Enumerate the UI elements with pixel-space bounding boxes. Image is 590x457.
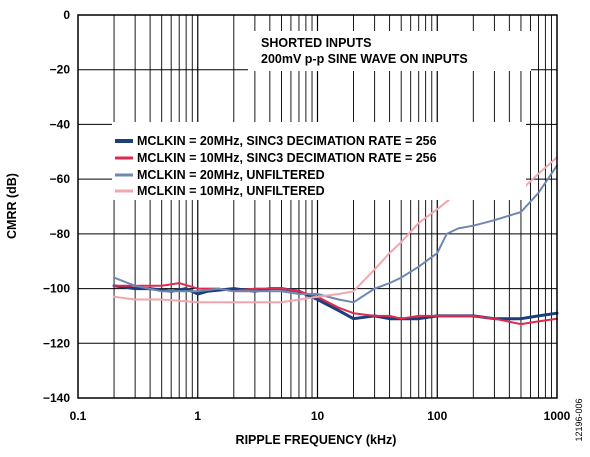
x-tick-label: 0.1 [70, 409, 87, 423]
legend-item-series-1: MCLKIN = 20MHz, SINC3 DECIMATION RATE = … [115, 134, 437, 148]
annotation-box: SHORTED INPUTS 200mV p-p SINE WAVE ON IN… [248, 31, 531, 71]
plot-frame [77, 14, 558, 399]
y-tick-label: −120 [43, 336, 70, 350]
plot-border [77, 14, 558, 399]
series-line-3 [113, 164, 558, 304]
annotation-line-1: SHORTED INPUTS [261, 36, 371, 50]
x-tick-label: 100 [427, 409, 447, 423]
y-tick-label: −40 [50, 117, 71, 131]
y-tick-label: −140 [43, 391, 70, 405]
x-axis-title: RIPPLE FREQUENCY (kHz) [236, 433, 397, 447]
legend-label-2: MCLKIN = 10MHz, SINC3 DECIMATION RATE = … [137, 151, 437, 165]
annotation-line-2: 200mV p-p SINE WAVE ON INPUTS [261, 52, 468, 66]
x-tick-label: 1 [194, 409, 201, 423]
legend-item-series-3: MCLKIN = 20MHz, UNFILTERED [115, 168, 325, 182]
legend-label-3: MCLKIN = 20MHz, UNFILTERED [137, 168, 325, 182]
y-tick-label: −100 [43, 282, 70, 296]
annotation-background [248, 31, 531, 71]
tick-labels: 0.1 1 10 100 1000 0 −20 −40 −60 −80 −100 −120 −140 [43, 8, 571, 423]
y-tick-label: 0 [63, 8, 70, 22]
figure-id: 12196-006 [574, 398, 584, 441]
y-tick-label: −20 [50, 63, 71, 77]
x-tick-label: 1000 [544, 409, 571, 423]
y-tick-label: −80 [50, 227, 71, 241]
legend: MCLKIN = 20MHz, SINC3 DECIMATION RATE = … [112, 122, 526, 200]
x-tick-label: 10 [311, 409, 325, 423]
legend-label-4: MCLKIN = 10MHz, UNFILTERED [137, 184, 325, 198]
legend-background [112, 122, 526, 200]
series-line-2 [113, 282, 558, 326]
y-tick-label: −60 [50, 172, 71, 186]
legend-item-series-2: MCLKIN = 10MHz, SINC3 DECIMATION RATE = … [115, 151, 437, 165]
y-axis-title: CMRR (dB) [5, 173, 19, 239]
legend-item-series-4: MCLKIN = 10MHz, UNFILTERED [115, 184, 325, 198]
legend-label-1: MCLKIN = 20MHz, SINC3 DECIMATION RATE = … [137, 134, 437, 148]
